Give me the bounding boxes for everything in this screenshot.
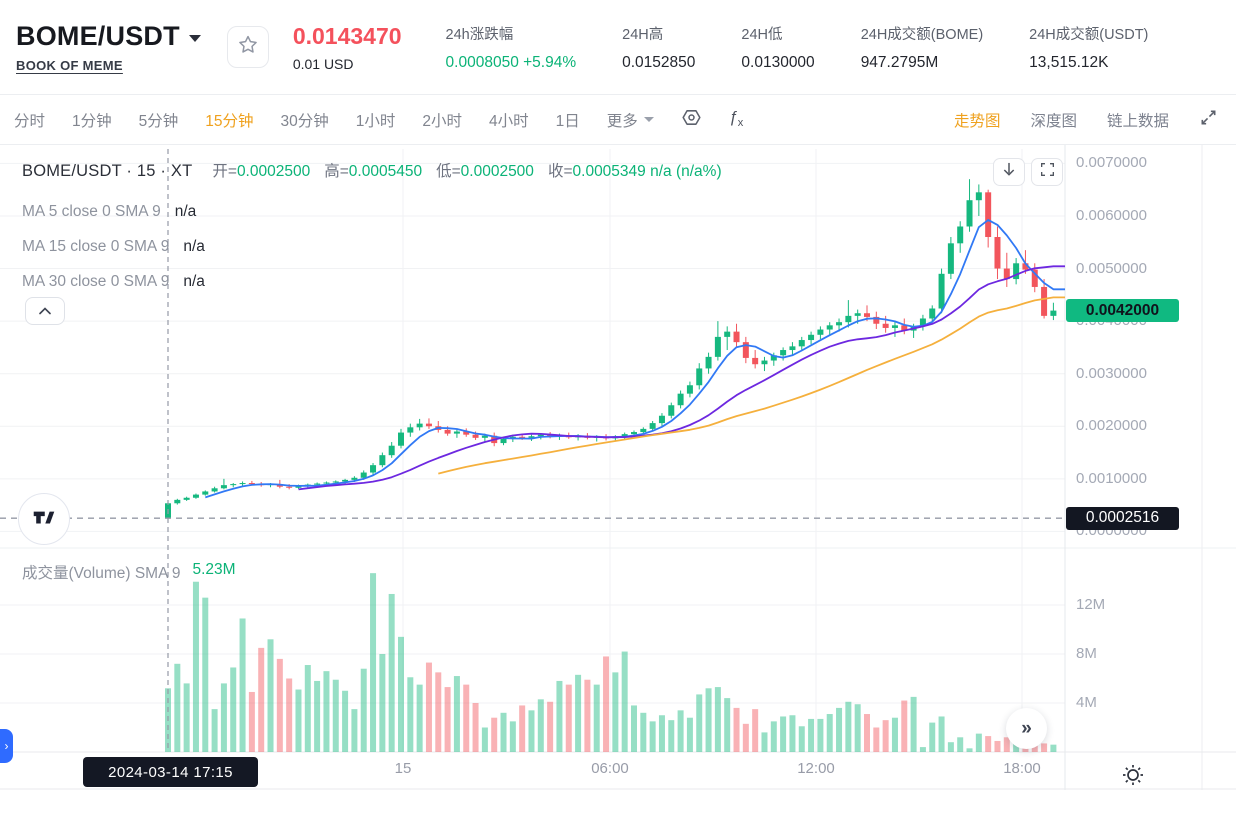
header: BOME/USDT BOOK OF MEME 0.0143470 0.01 US… — [0, 0, 1236, 95]
stat-value: 0.0152850 — [622, 53, 696, 71]
timeframe-tab[interactable]: 4小时 — [489, 112, 529, 130]
chart-legend: BOME/USDT · 15 · XT 开=0.0002500 高=0.0005… — [22, 162, 722, 180]
chart-view-tab[interactable]: 深度图 — [1030, 112, 1077, 130]
volume-legend: 成交量(Volume) SMA 9 5.23M — [22, 561, 236, 582]
theme-toggle-button[interactable] — [1120, 762, 1146, 793]
price-axis-label: 0.0060000 — [1076, 206, 1147, 224]
fast-forward-button[interactable]: » — [1006, 708, 1047, 749]
stat-label: 24H低 — [741, 26, 783, 43]
side-panel-expander[interactable]: › — [0, 729, 13, 763]
chart-panel: BOME/USDT · 15 · XT 开=0.0002500 高=0.0005… — [0, 145, 1236, 790]
fx-icon: ƒx — [728, 109, 744, 130]
indicators-button[interactable]: ƒx — [729, 109, 743, 129]
price-axis-label: 0.0010000 — [1076, 469, 1147, 487]
last-price-badge: 0.0042000 — [1066, 299, 1179, 323]
frame-corners-icon — [1040, 162, 1055, 182]
volume-axis-label: 4M — [1076, 694, 1097, 711]
stat-label: 24H高 — [622, 26, 664, 43]
star-icon — [236, 33, 260, 62]
collapse-indicators-button[interactable] — [25, 297, 65, 325]
crosshair-time-badge: 2024-03-14 17:15 — [83, 757, 258, 787]
chart-view-tab[interactable]: 走势图 — [953, 112, 1001, 130]
timeframe-tab[interactable]: 5分钟 — [138, 112, 179, 130]
symbol-full-name[interactable]: BOOK OF MEME — [16, 58, 123, 73]
tradingview-icon — [31, 504, 57, 535]
crosshair-price-badge: 0.0002516 — [1066, 506, 1179, 530]
more-intervals-dropdown[interactable]: 更多 — [607, 109, 654, 131]
stat-label: 24h涨跌幅 — [445, 26, 514, 43]
time-axis-label: 18:00 — [1003, 760, 1041, 777]
last-price: 0.0143470 — [292, 22, 402, 49]
double-chevron-right-icon: » — [1021, 717, 1032, 739]
timeframe-tab[interactable]: 1日 — [555, 112, 580, 130]
stats-bar: 24h涨跌幅 0.0008050 +5.94% 24H高 0.0152850 24H… — [446, 23, 1149, 72]
sun-icon — [1120, 765, 1146, 792]
symbol-selector[interactable]: BOME/USDT — [16, 21, 201, 52]
timeframe-tab[interactable]: 1小时 — [355, 112, 396, 130]
chevron-right-icon: › — [4, 739, 9, 753]
scroll-to-latest-button[interactable] — [993, 158, 1025, 186]
tradingview-logo[interactable] — [18, 493, 70, 545]
arrow-down-icon — [1002, 162, 1016, 182]
stat-value: 0.0130000 — [741, 53, 815, 71]
chevron-up-icon — [39, 302, 51, 320]
ma-row: MA 15 close 0 SMA 9 n/a — [22, 237, 205, 255]
stat-block: 24H成交额(BOME) 947.2795M — [861, 23, 983, 72]
ma-row: MA 30 close 0 SMA 9 n/a — [22, 272, 205, 290]
gear-icon — [681, 107, 702, 133]
time-axis-label: 06:00 — [591, 760, 629, 777]
price-usd: 0.01 USD — [292, 55, 354, 72]
chart-canvas[interactable] — [0, 145, 1236, 790]
timeframe-tab[interactable]: 15分钟 — [205, 112, 254, 130]
legend-symbol: BOME/USDT · 15 · XT — [22, 162, 193, 180]
time-axis-label: 15 — [394, 760, 412, 777]
timeframe-tab[interactable]: 30分钟 — [280, 112, 329, 130]
stat-label: 24H成交额(USDT) — [1029, 26, 1149, 43]
chart-view-tab[interactable]: 链上数据 — [1106, 112, 1169, 130]
price-axis-label: 0.0050000 — [1076, 259, 1147, 277]
chevron-down-icon — [188, 35, 201, 42]
volume-axis-label: 8M — [1076, 645, 1097, 662]
stat-value: 947.2795M — [860, 53, 939, 71]
stat-block: 24h涨跌幅 0.0008050 +5.94% — [446, 23, 577, 72]
stat-block: 24H高 0.0152850 — [622, 23, 695, 72]
chevron-down-icon — [643, 117, 654, 122]
favorite-button[interactable] — [226, 26, 269, 68]
price-axis-label: 0.0070000 — [1076, 154, 1147, 172]
stat-block: 24H成交额(USDT) 13,515.12K — [1029, 23, 1148, 72]
timeframe-tab[interactable]: 分时 — [14, 112, 46, 130]
fullscreen-expand-button[interactable] — [1199, 108, 1218, 132]
chart-settings-button[interactable] — [681, 107, 702, 133]
stat-label: 24H成交额(BOME) — [860, 26, 984, 43]
ma-indicator-rows: MA 5 close 0 SMA 9 n/a MA 15 close 0 SMA 9… — [22, 194, 205, 299]
interval-toolbar: 分时 1分钟 5分钟 15分钟 30分钟 1小时 2小时 4小时 1日 更多 ƒx 走势图 深度图… — [0, 95, 1236, 145]
stat-value: 0.0008050 +5.94% — [445, 53, 577, 71]
ma-row: MA 5 close 0 SMA 9 n/a — [22, 202, 197, 220]
symbol-name: BOME/USDT — [16, 21, 180, 51]
expand-arrows-icon — [1199, 108, 1218, 132]
screenshot-button[interactable] — [1031, 158, 1063, 186]
time-axis-label: 12:00 — [797, 760, 835, 777]
more-label: 更多 — [606, 112, 638, 130]
volume-axis-label: 12M — [1076, 596, 1106, 613]
price-axis-label: 0.0020000 — [1076, 417, 1147, 435]
timeframe-tab[interactable]: 2小时 — [422, 112, 463, 130]
stat-value: 13,515.12K — [1029, 53, 1109, 71]
stat-block: 24H低 0.0130000 — [741, 23, 814, 72]
timeframe-tab[interactable]: 1分钟 — [72, 112, 112, 130]
price-axis-label: 0.0030000 — [1076, 364, 1147, 382]
